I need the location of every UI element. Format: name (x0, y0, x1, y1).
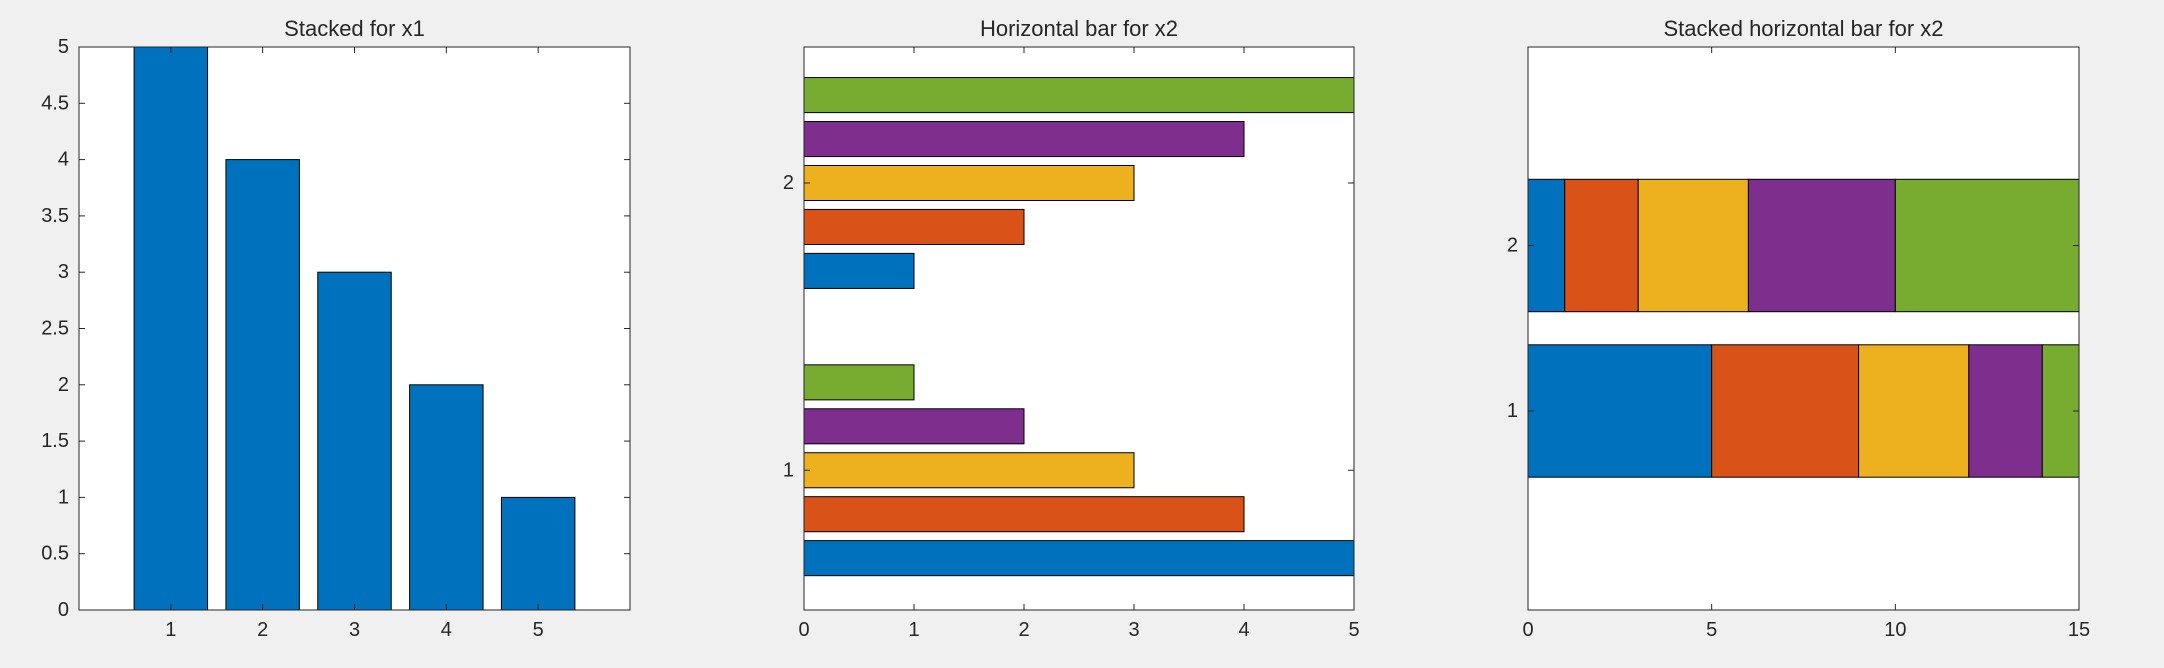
x-tick-label: 0 (798, 619, 809, 641)
y-tick-label: 4 (58, 149, 69, 171)
x-tick-label: 1 (165, 619, 176, 641)
y-tick-label: 2 (58, 374, 69, 396)
chart-title: Horizontal bar for x2 (980, 16, 1178, 41)
axes-stacked-x1: Stacked for x1 0 0.5 1 1.5 2 2.5 3 3.5 4 4.5 5 1 2 3… (41, 16, 631, 641)
bar-segment (1968, 344, 2043, 478)
bar (225, 159, 300, 611)
bar (803, 408, 1025, 445)
bar-segment (1527, 344, 1713, 478)
y-tick-label: 1 (58, 486, 69, 508)
bar (803, 164, 1135, 202)
bar (317, 271, 392, 611)
y-tick-label: 1 (1507, 400, 1518, 422)
bar (409, 384, 484, 611)
bar (803, 77, 1355, 114)
x-tick-label: 5 (1706, 619, 1717, 641)
y-tick-label: 3.5 (41, 205, 69, 227)
chart-title: Stacked for x1 (284, 16, 425, 41)
x-tick-label: 5 (533, 619, 544, 641)
y-tick-label: 3 (58, 261, 69, 283)
axes-box (803, 46, 1355, 611)
axes-background (1528, 47, 2079, 610)
bar (803, 208, 1025, 245)
axes-box (1527, 46, 2080, 611)
y-tick-label: 1.5 (41, 430, 69, 452)
bar (133, 46, 209, 611)
x-tick-label: 1 (908, 619, 919, 641)
bar-segment (1747, 178, 1896, 313)
bar-segment (1711, 344, 1860, 478)
y-tick-label: 4.5 (41, 92, 69, 114)
bar (803, 452, 1135, 489)
chart-title: Stacked horizontal bar for x2 (1663, 16, 1943, 41)
axes-stacked-horizontal-x2: Stacked horizontal bar for x2 1 2 0 5 10 15 (1507, 16, 2090, 641)
bar (803, 540, 1355, 577)
bar-segment (1894, 178, 2080, 313)
y-tick-label: 1 (783, 459, 794, 481)
bar-segment (1858, 344, 1970, 478)
y-tick-label: 2.5 (41, 318, 69, 340)
bar (803, 364, 915, 401)
bar (803, 252, 915, 289)
y-tick-label: 2 (783, 172, 794, 194)
bar-segment (1564, 178, 1639, 313)
x-tick-label: 3 (349, 619, 360, 641)
y-tick-label: 0 (58, 599, 69, 621)
x-tick-label: 5 (1348, 619, 1359, 641)
bar (803, 121, 1245, 158)
x-tick-label: 2 (1018, 619, 1029, 641)
x-tick-label: 10 (1884, 619, 1906, 641)
x-tick-label: 4 (441, 619, 452, 641)
x-tick-label: 0 (1522, 619, 1533, 641)
x-tick-label: 2 (257, 619, 268, 641)
bar-segment (1637, 178, 1749, 313)
x-tick-label: 15 (2068, 619, 2090, 641)
bar (500, 496, 576, 611)
bar (803, 496, 1245, 533)
x-tick-label: 3 (1128, 619, 1139, 641)
y-tick-label: 5 (58, 36, 69, 58)
y-tick-label: 0.5 (41, 543, 69, 565)
axes-horizontal-x2: Horizontal bar for x2 1 2 0 1 2 3 4 5 (783, 16, 1360, 641)
y-tick-label: 2 (1507, 235, 1518, 257)
x-tick-label: 4 (1238, 619, 1249, 641)
